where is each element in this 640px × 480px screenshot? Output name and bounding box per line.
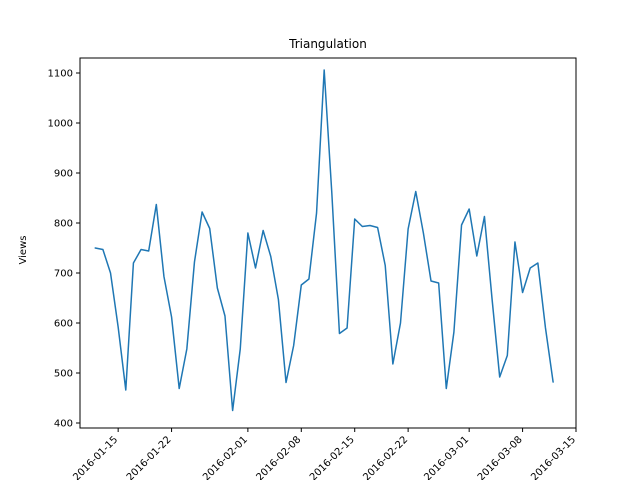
y-tick-label: 800 [54, 219, 73, 230]
y-tick-label: 1100 [48, 69, 73, 80]
y-tick-label: 600 [54, 319, 73, 330]
plot-frame [79, 57, 577, 429]
y-axis-label: Views [18, 236, 29, 265]
y-tick-label: 500 [54, 369, 73, 380]
y-tick-label: 1000 [48, 119, 73, 130]
y-tick-label: 900 [54, 169, 73, 180]
y-tick-label: 400 [54, 419, 73, 430]
chart-title: Triangulation [288, 37, 367, 51]
y-tick-label: 700 [54, 269, 73, 280]
